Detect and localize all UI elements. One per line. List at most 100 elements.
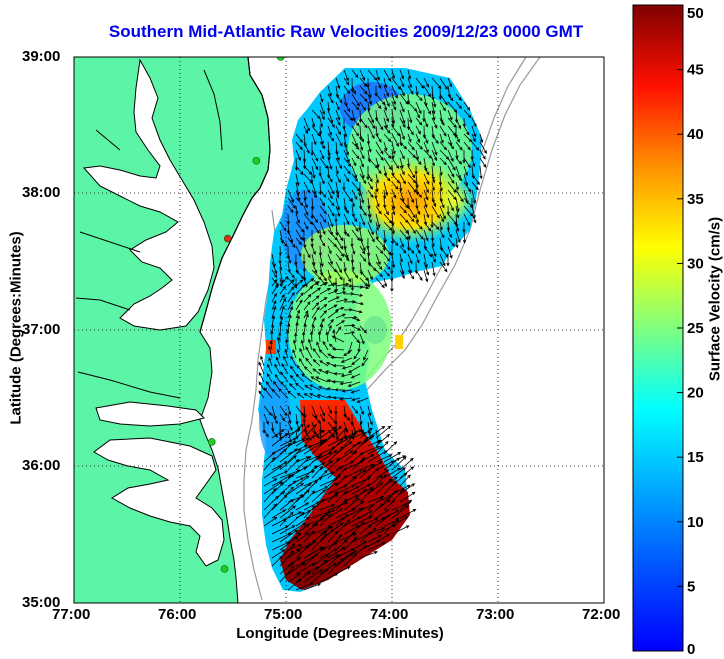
velocity-vector xyxy=(367,413,373,426)
velocity-vector xyxy=(335,245,345,258)
velocity-vector xyxy=(375,197,380,208)
colorbar-tick-label: 35 xyxy=(687,191,704,208)
velocity-vector xyxy=(383,509,400,519)
velocity-vector xyxy=(367,482,384,495)
velocity-vector xyxy=(366,166,370,181)
velocity-vector xyxy=(319,221,326,235)
velocity-vector xyxy=(311,149,319,162)
velocity-vector xyxy=(439,93,448,106)
velocity-vector xyxy=(455,157,463,165)
velocity-vector xyxy=(335,237,344,250)
velocity-vector xyxy=(471,213,477,224)
velocity-vector xyxy=(455,173,463,182)
velocity-vector xyxy=(318,125,323,136)
x-tick-75: 75:00 xyxy=(264,606,303,623)
velocity-vector xyxy=(399,77,405,88)
velocity-vector xyxy=(295,173,300,187)
velocity-vector xyxy=(407,125,414,136)
velocity-vector xyxy=(271,388,281,399)
velocity-vector xyxy=(279,543,296,559)
velocity-vector xyxy=(335,165,339,175)
velocity-vector xyxy=(271,315,276,327)
velocity-vector xyxy=(431,221,440,230)
velocity-vector xyxy=(295,373,305,383)
velocity-vector xyxy=(303,523,319,535)
velocity-vector xyxy=(431,101,436,115)
velocity-vector xyxy=(327,296,340,303)
velocity-vector xyxy=(271,494,288,511)
velocity-vector xyxy=(327,318,334,327)
velocity-vector xyxy=(367,425,386,439)
velocity-vector xyxy=(351,488,367,503)
velocity-vector xyxy=(343,331,356,335)
velocity-vector xyxy=(295,475,310,487)
velocity-vector xyxy=(274,363,281,375)
velocity-vector xyxy=(343,229,350,238)
velocity-vector xyxy=(455,101,462,110)
velocity-vector xyxy=(331,335,345,343)
velocity-vector xyxy=(343,213,350,226)
high-speed-patch xyxy=(433,176,477,224)
velocity-vector xyxy=(295,489,310,503)
velocity-vector xyxy=(276,336,281,351)
velocity-vector xyxy=(391,77,401,90)
velocity-vector xyxy=(319,548,338,559)
velocity-vector xyxy=(279,413,286,422)
velocity-vector xyxy=(351,117,360,127)
velocity-vector xyxy=(375,245,384,254)
velocity-vector xyxy=(407,77,412,89)
velocity-vector xyxy=(319,173,325,185)
velocity-vector xyxy=(287,405,292,416)
velocity-vector xyxy=(271,461,288,471)
velocity-vector xyxy=(327,173,333,183)
velocity-vector xyxy=(319,253,324,268)
velocity-vector xyxy=(431,173,436,184)
velocity-vector xyxy=(288,383,297,391)
colorbar-tick-label: 15 xyxy=(687,449,704,466)
velocity-vector xyxy=(375,277,385,289)
velocity-vector xyxy=(351,516,373,527)
velocity-vector xyxy=(359,101,366,111)
velocity-vector xyxy=(335,101,340,111)
velocity-vector xyxy=(327,405,332,415)
velocity-vector xyxy=(295,502,310,511)
velocity-vector xyxy=(463,125,470,136)
velocity-vector xyxy=(287,291,295,303)
velocity-vector xyxy=(431,109,436,121)
velocity-vector xyxy=(287,511,305,527)
velocity-vector xyxy=(391,133,400,148)
velocity-vector xyxy=(399,69,405,80)
velocity-vector xyxy=(351,245,356,255)
velocity-vector xyxy=(415,269,423,281)
velocity-vector xyxy=(415,117,423,126)
velocity-vector xyxy=(303,434,315,447)
velocity-vector xyxy=(367,141,372,153)
colorbar-tick-label: 45 xyxy=(687,62,704,79)
velocity-vector xyxy=(311,429,320,439)
velocity-vector xyxy=(399,474,411,487)
velocity-vector xyxy=(367,261,377,272)
velocity-vector xyxy=(311,245,316,256)
velocity-vector xyxy=(343,536,358,551)
velocity-vector xyxy=(319,562,337,575)
velocity-vector xyxy=(316,341,321,351)
velocity-vector xyxy=(327,181,335,195)
velocity-vector xyxy=(295,237,302,246)
velocity-vector xyxy=(335,133,343,147)
velocity-vector xyxy=(309,330,314,343)
velocity-vector xyxy=(280,381,289,391)
velocity-vector xyxy=(391,237,399,247)
velocity-vector xyxy=(463,109,472,119)
velocity-vector xyxy=(351,213,358,223)
velocity-vector xyxy=(471,125,477,138)
velocity-vector xyxy=(263,487,277,503)
velocity-vector xyxy=(295,299,303,311)
velocity-vector xyxy=(423,77,430,88)
velocity-vector xyxy=(367,245,371,257)
velocity-vector xyxy=(341,389,353,393)
velocity-vector xyxy=(383,77,388,89)
velocity-vector xyxy=(335,205,341,218)
velocity-vector xyxy=(319,405,325,417)
velocity-vector xyxy=(319,317,325,327)
